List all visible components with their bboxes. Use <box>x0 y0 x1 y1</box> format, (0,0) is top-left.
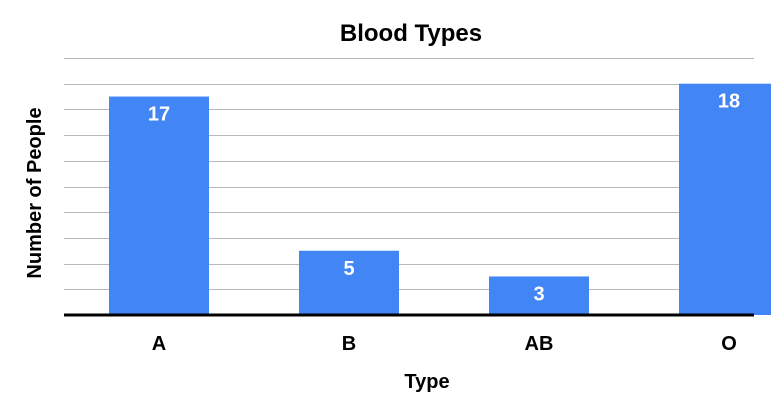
data-label-ab: 3 <box>533 283 544 305</box>
bar-ab <box>489 276 589 315</box>
x-axis-title: Type <box>404 371 449 393</box>
bar-b <box>299 250 399 315</box>
data-label-b: 5 <box>343 258 354 280</box>
x-tick-label-b: B <box>342 333 356 355</box>
data-label-a: 17 <box>148 104 170 126</box>
y-axis-title: Number of People <box>24 107 46 278</box>
chart-title: Blood Types <box>340 20 482 47</box>
bar-o <box>679 83 771 315</box>
x-tick-label-a: A <box>152 333 166 355</box>
bar-a <box>109 96 209 315</box>
x-tick-labels: A B AB O <box>152 333 737 355</box>
data-label-o: 18 <box>718 91 740 113</box>
x-tick-label-o: O <box>721 333 737 355</box>
bars <box>109 83 771 315</box>
x-tick-label-ab: AB <box>525 333 554 355</box>
data-labels: 17 5 3 18 <box>148 91 740 306</box>
